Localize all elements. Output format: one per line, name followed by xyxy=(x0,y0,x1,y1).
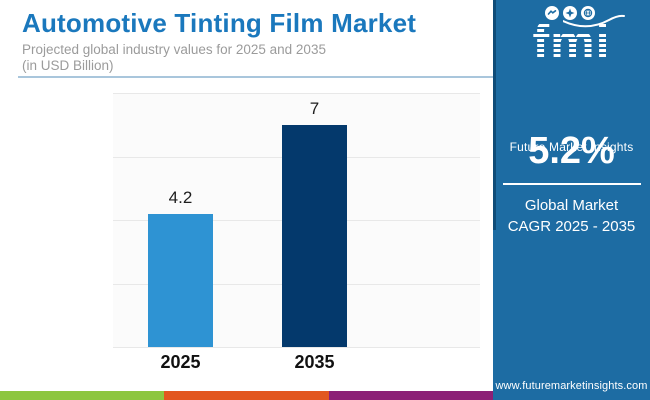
header-divider xyxy=(18,76,493,78)
bar-value-label-2025: 4.2 xyxy=(168,187,193,207)
subtitle-line-1: Projected global industry values for 202… xyxy=(22,42,326,57)
fmi-logo-art: fmi xyxy=(516,6,627,70)
footer-stripe xyxy=(0,391,493,400)
page-title: Automotive Tinting Film Market xyxy=(22,8,417,38)
footer-stripe-segment-purple xyxy=(328,391,493,400)
x-axis-label-2035: 2035 xyxy=(294,352,335,372)
page-subtitle: Projected global industry values for 202… xyxy=(22,42,482,74)
cagr-value: 5.2% xyxy=(528,130,615,172)
bar-column-2035: 7 xyxy=(282,93,347,347)
x-axis-label-2025: 2025 xyxy=(160,352,201,372)
handshake-icon xyxy=(544,6,559,20)
fmi-logo: fmi Future Market Insights xyxy=(493,6,650,154)
bar-2025 xyxy=(148,213,213,347)
globe-icon xyxy=(580,6,595,20)
sidebar: fmi Future Market Insights 5.2% xyxy=(493,0,650,400)
gridline xyxy=(113,347,480,348)
fmi-logo-wordmark: fmi xyxy=(516,14,627,70)
fmi-logo-icons xyxy=(544,6,595,20)
gridline xyxy=(113,93,480,94)
header: Automotive Tinting Film Market Projected… xyxy=(22,8,482,74)
bar-2035 xyxy=(282,124,347,347)
website-url: www.futuremarketinsights.com xyxy=(495,380,648,392)
compass-icon xyxy=(562,6,577,20)
bar-value-label-2035: 7 xyxy=(309,98,320,118)
cagr-label-line-1: Global Market xyxy=(524,197,619,214)
swoosh-icon xyxy=(562,14,625,28)
subtitle-line-2: (in USD Billion) xyxy=(22,58,114,73)
cagr-label-line-2: CAGR 2025 - 2035 xyxy=(507,218,636,235)
cagr-label: Global Market CAGR 2025 - 2035 xyxy=(493,195,650,237)
fmi-logo-name: Future Market Insights xyxy=(509,140,634,154)
bar-column-2025: 4.2 xyxy=(148,93,213,347)
footer-stripe-segment-green xyxy=(0,391,165,400)
footer-stripe-segment-orange xyxy=(164,391,329,400)
bar-chart-plot-area: 4.2 7 xyxy=(113,93,480,348)
sidebar-left-edge xyxy=(493,0,496,230)
cagr-block: 5.2% Global Market CAGR 2025 - 2035 xyxy=(493,130,650,237)
cagr-divider xyxy=(502,183,641,185)
